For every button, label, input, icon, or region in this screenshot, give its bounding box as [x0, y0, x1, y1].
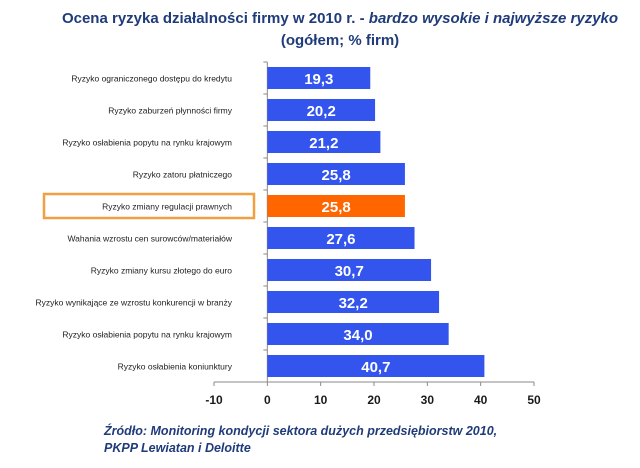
x-tick-label: 20 — [367, 393, 381, 407]
bar-3 — [267, 131, 381, 153]
category-label: Ryzyko osłabienia popytu na rynku krajow… — [62, 330, 232, 340]
category-label: Ryzyko zaburzeń płynności firmy — [108, 106, 233, 116]
source-line-2: PKPP Lewiatan i Deloitte — [104, 441, 251, 455]
category-label: Ryzyko wynikające ze wzrostu konkurencji… — [35, 298, 232, 308]
bar-4 — [267, 163, 405, 185]
category-label: Ryzyko osłabienia popytu na rynku krajow… — [62, 138, 232, 148]
bar-9 — [267, 323, 449, 345]
bar-5 — [267, 195, 405, 217]
bar-value-label: 21,2 — [309, 135, 338, 152]
bar-8 — [267, 291, 440, 313]
bar-value-label: 30,7 — [335, 263, 364, 280]
category-label: Ryzyko ograniczonego dostępu do kredytu — [71, 74, 232, 84]
x-tick-label: 40 — [474, 393, 488, 407]
highlight-box — [42, 192, 256, 220]
source-line-1: Źródło: Monitoring kondycji sektora duży… — [104, 424, 498, 438]
bar-value-label: 20,2 — [307, 103, 336, 120]
bar-value-label: 19,3 — [304, 71, 333, 88]
bar-value-label: 34,0 — [343, 327, 372, 344]
bar-6 — [267, 227, 415, 249]
category-label: Ryzyko zatoru płatniczego — [133, 170, 232, 180]
category-label: Ryzyko osłabienia koniunktury — [118, 362, 233, 372]
category-label: Wahania wzrostu cen surowców/materiałów — [67, 234, 232, 244]
bar-value-label: 32,2 — [339, 295, 368, 312]
bar-2 — [267, 99, 376, 121]
bar-value-label: 25,8 — [322, 199, 351, 216]
x-tick-label: 30 — [421, 393, 435, 407]
source-note: Źródło: Monitoring kondycji sektora duży… — [104, 423, 624, 457]
x-tick-label: 50 — [527, 393, 541, 407]
bar-value-label: 27,6 — [326, 231, 355, 248]
bar-1 — [267, 67, 371, 89]
x-tick-label: -10 — [205, 393, 223, 407]
x-tick-label: 0 — [264, 393, 271, 407]
bar-7 — [267, 259, 432, 281]
title-part3: (ogółem; % firm) — [280, 32, 400, 49]
bar-10 — [267, 355, 485, 377]
title-part2: bardzo wysokie i najwyższe ryzyko — [368, 10, 619, 27]
category-label: Ryzyko zmiany kursu złotego do euro — [91, 266, 233, 276]
category-label: Ryzyko zmiany regulacji prawnych — [102, 202, 232, 212]
chart-title: Ocena ryzyka działalności firmy w 2010 r… — [60, 8, 620, 52]
bar-value-label: 25,8 — [322, 167, 351, 184]
x-tick-label: 10 — [314, 393, 328, 407]
title-part1: Ocena ryzyka działalności firmy w 2010 r… — [61, 10, 369, 27]
bar-value-label: 40,7 — [361, 359, 390, 376]
